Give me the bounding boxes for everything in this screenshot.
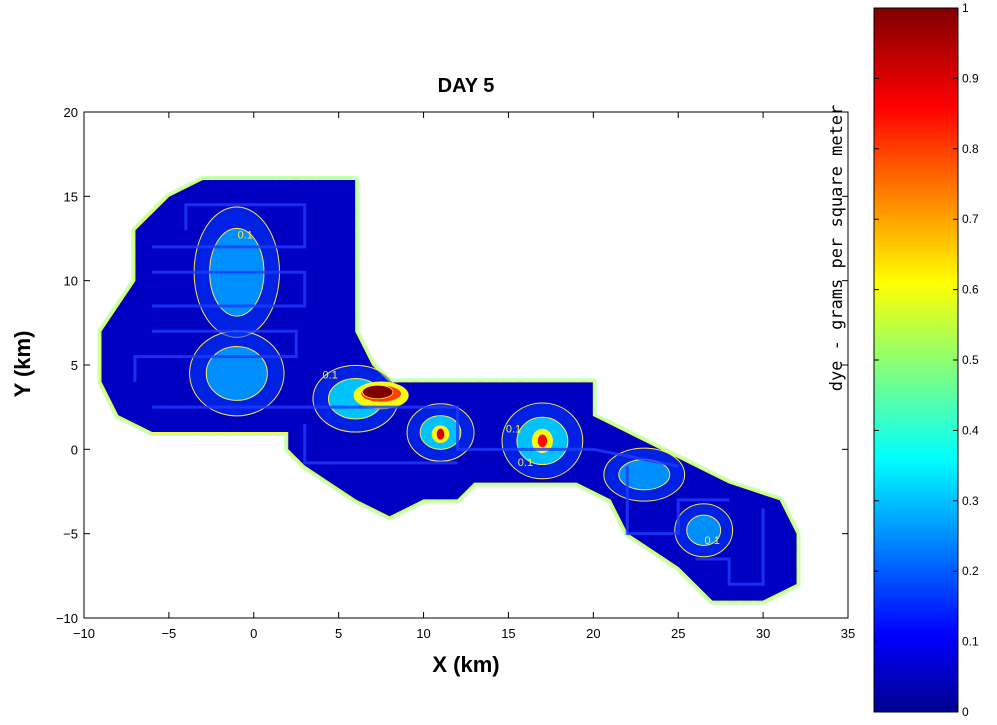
x-tick-label: 30 bbox=[756, 626, 770, 641]
y-tick-label: −5 bbox=[63, 527, 78, 542]
contour-label: 0.1 bbox=[506, 423, 521, 435]
x-tick-label: 25 bbox=[671, 626, 685, 641]
contour-label: 0.1 bbox=[518, 457, 533, 469]
colorbar-tick-label: 0.8 bbox=[962, 142, 979, 156]
ship-track-segment-2 bbox=[133, 329, 298, 382]
colorbar-tick-label: 0.7 bbox=[962, 212, 979, 226]
ship-track-segment-1 bbox=[151, 270, 307, 308]
y-tick-label: 20 bbox=[64, 105, 78, 120]
x-tick-label: −10 bbox=[73, 626, 95, 641]
contour-label: 0.1 bbox=[705, 535, 720, 547]
x-axis: −10 −5 0 5 10 15 20 25 30 35 bbox=[73, 112, 855, 641]
y-tick-label: 0 bbox=[71, 442, 78, 457]
x-tick-label: 10 bbox=[416, 626, 430, 641]
ship-track-segment-4 bbox=[303, 424, 458, 465]
y-axis: −10 −5 0 5 10 15 20 bbox=[56, 105, 848, 626]
colorbar-label: dye - grams per square meter bbox=[827, 105, 847, 392]
concentration-blob-8 bbox=[435, 427, 446, 441]
contour-label: 0.1 bbox=[238, 230, 253, 242]
colorbar-tick-label: 1 bbox=[962, 1, 969, 15]
y-tick-label: 15 bbox=[64, 189, 78, 204]
dye-field bbox=[97, 175, 801, 605]
x-tick-label: 5 bbox=[335, 626, 342, 641]
y-tick-label: −10 bbox=[56, 611, 78, 626]
colorbar-tick-label: 0.9 bbox=[962, 71, 979, 85]
y-tick-label: 5 bbox=[71, 358, 78, 373]
x-axis-title: X (km) bbox=[432, 652, 499, 677]
y-axis-title: Y (km) bbox=[10, 331, 35, 398]
colorbar-tick-label: 0.3 bbox=[962, 494, 979, 508]
ship-track-overlay bbox=[133, 203, 765, 586]
x-tick-label: 15 bbox=[501, 626, 515, 641]
x-tick-label: 35 bbox=[841, 626, 855, 641]
concentration-blob-13 bbox=[686, 514, 722, 546]
colorbar-tick-label: 0.1 bbox=[962, 635, 979, 649]
x-tick-label: −5 bbox=[161, 626, 176, 641]
y-tick-label: 10 bbox=[64, 274, 78, 289]
ship-track-segment-0 bbox=[151, 203, 307, 249]
x-tick-label: 0 bbox=[250, 626, 257, 641]
ship-track-segment-3 bbox=[151, 405, 679, 468]
colorbar-tick-label: 0.5 bbox=[962, 353, 979, 367]
concentration-blob-1 bbox=[205, 345, 268, 401]
colorbar-ticks: 0 0.1 0.2 0.3 0.4 0.5 0.6 0.7 0.8 0.9 1 bbox=[874, 1, 979, 719]
contour-labels: 0.1 0.1 0.1 0.1 0.1 bbox=[238, 230, 720, 547]
colorbar-tick-label: 0.6 bbox=[962, 283, 979, 297]
colorbar-gradient bbox=[873, 7, 959, 713]
colorbar-tick-label: 0 bbox=[962, 705, 969, 719]
plot-title: DAY 5 bbox=[438, 75, 495, 97]
ship-track-segment-6 bbox=[695, 508, 765, 586]
concentration-blob-11 bbox=[536, 433, 548, 449]
contour-label: 0.1 bbox=[323, 369, 338, 381]
colorbar: 0 0.1 0.2 0.3 0.4 0.5 0.6 0.7 0.8 0.9 1 dye - gram… bbox=[827, 1, 979, 719]
colorbar-tick-label: 0.2 bbox=[962, 564, 979, 578]
x-tick-label: 20 bbox=[586, 626, 600, 641]
concentration-blob-5 bbox=[362, 384, 394, 400]
plot-area: 0.1 0.1 0.1 0.1 0.1 bbox=[83, 111, 849, 619]
ship-track-segment-5 bbox=[625, 466, 730, 536]
colorbar-tick-label: 0.4 bbox=[962, 423, 979, 437]
